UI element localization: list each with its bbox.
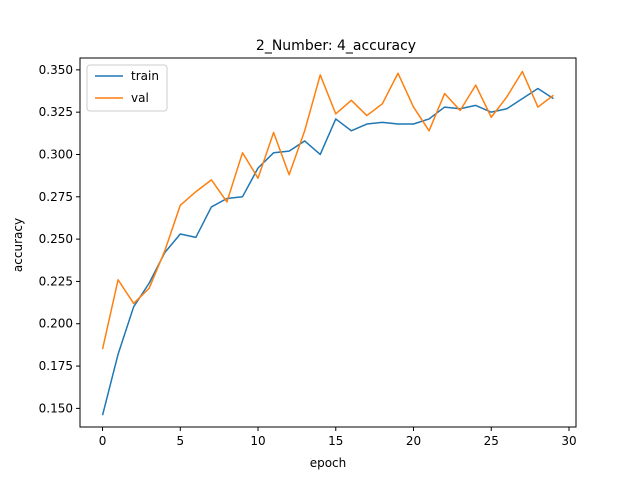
x-tick-label: 30 [561,434,576,448]
axes-frame [79,57,577,428]
x-tick-label: 5 [176,434,184,448]
y-tick-label: 0.175 [39,359,73,373]
chart-title: 2_Number: 4_accuracy [256,38,416,54]
legend-label-val: val [131,91,149,105]
y-axis-label: accuracy [11,218,25,272]
legend: train val [86,64,168,112]
y-axis: 0.150 0.175 0.200 0.225 0.250 0.275 0.300 0.325… [39,63,80,415]
series-layer [101,70,554,416]
x-tick-label: 0 [99,434,107,448]
legend-label-train: train [131,69,159,83]
x-axis-label: epoch [310,456,347,470]
series-line-val [101,70,554,350]
y-tick-label: 0.200 [39,317,73,331]
y-tick-label: 0.250 [39,232,73,246]
y-tick-label: 0.225 [39,274,73,288]
y-tick-label: 0.350 [39,63,73,77]
y-tick-label: 0.150 [39,401,73,415]
y-tick-label: 0.275 [39,190,73,204]
y-tick-label: 0.325 [39,105,73,119]
x-tick-label: 10 [250,434,265,448]
x-axis: 0 5 10 15 20 25 30 [99,427,577,448]
y-tick-label: 0.300 [39,147,73,161]
x-tick-label: 15 [328,434,343,448]
series-line-train [101,87,554,416]
x-tick-label: 25 [484,434,499,448]
x-tick-label: 20 [406,434,421,448]
